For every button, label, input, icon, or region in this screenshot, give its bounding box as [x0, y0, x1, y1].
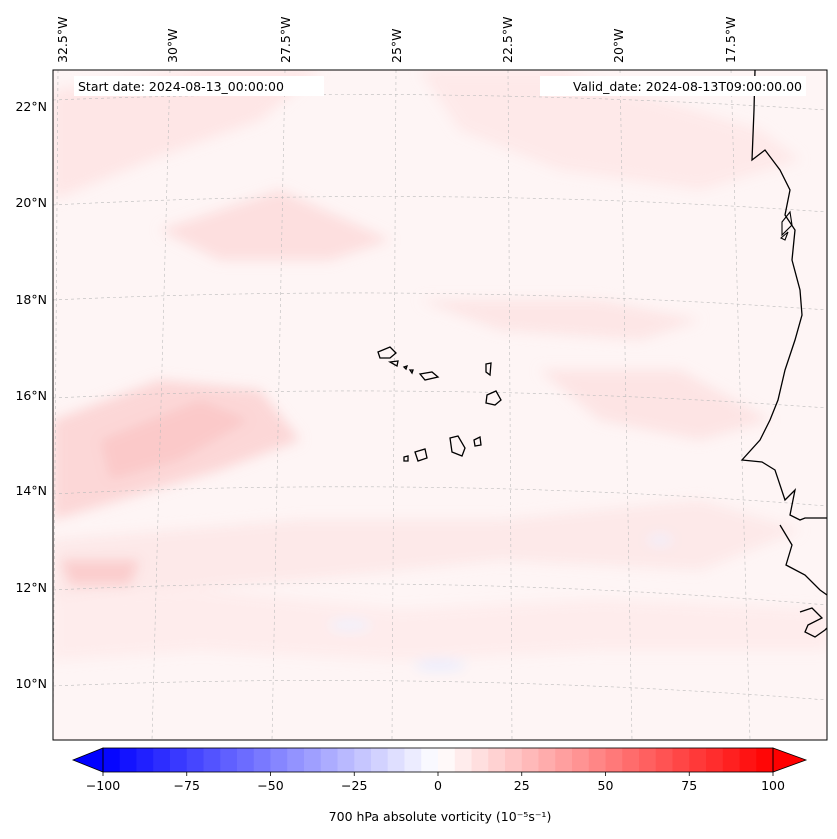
colorbar-cell: [605, 748, 623, 772]
colorbar: −100 −75 −50 −25 0 25 50 75 100 700 hPa absolute…: [71, 747, 808, 824]
lat-label-5: 14°N: [15, 483, 47, 498]
lon-label-1: 32.5°W: [55, 17, 70, 63]
colorbar-cell: [722, 748, 740, 772]
colorbar-cell: [136, 748, 154, 772]
valid-date-label: Valid_date: 2024-08-13T09:00:00.00: [573, 79, 802, 94]
valid-date-box: [540, 76, 806, 96]
colorbar-cell: [371, 748, 389, 772]
colorbar-cell: [622, 748, 640, 772]
colorbar-cell: [471, 748, 489, 772]
colorbar-cell: [220, 748, 238, 772]
lat-label-7: 10°N: [15, 676, 47, 691]
lat-label-6: 12°N: [15, 580, 47, 595]
colorbar-cell: [320, 748, 338, 772]
colorbar-cell: [739, 748, 757, 772]
cape-verde-islands: [377, 346, 502, 462]
colorbar-cell: [354, 748, 372, 772]
colorbar-cell: [588, 748, 606, 772]
map-gridlines: [53, 70, 827, 740]
colorbar-extend-high: [772, 747, 808, 773]
start-date-label: Start date: 2024-08-13_00:00:00: [78, 79, 284, 94]
colorbar-cell: [153, 748, 171, 772]
coastline-islet: [780, 210, 793, 241]
colorbar-cell: [438, 748, 456, 772]
colorbar-cells: [103, 748, 774, 772]
colorbar-tick-label: −100: [86, 778, 120, 793]
colorbar-tick-label: −50: [257, 778, 283, 793]
colorbar-cell: [237, 748, 255, 772]
colorbar-cell: [387, 748, 405, 772]
colorbar-cell: [488, 748, 506, 772]
colorbar-tick-label: 0: [434, 778, 442, 793]
colorbar-cell: [404, 748, 422, 772]
colorbar-label: 700 hPa absolute vorticity (10⁻⁵s⁻¹): [329, 809, 552, 824]
colorbar-cell: [505, 748, 523, 772]
colorbar-tick-label: 50: [598, 778, 614, 793]
colorbar-cell: [639, 748, 657, 772]
lon-label-7: 17.5°W: [723, 17, 738, 63]
lat-label-4: 16°N: [15, 388, 47, 403]
coastline-west-africa: [740, 69, 828, 638]
colorbar-cell: [270, 748, 288, 772]
map-panel: Start date: 2024-08-13_00:00:00 Valid_da…: [52, 69, 828, 741]
vorticity-field: [53, 70, 827, 670]
colorbar-tick-label: −75: [174, 778, 200, 793]
colorbar-cell: [203, 748, 221, 772]
latitude-labels: 22°N 20°N 18°N 16°N 14°N 12°N 10°N: [15, 99, 47, 691]
lat-label-2: 20°N: [15, 195, 47, 210]
colorbar-cell: [170, 748, 188, 772]
colorbar-extend-low: [71, 747, 104, 773]
colorbar-cell: [689, 748, 707, 772]
lat-label-1: 22°N: [15, 99, 47, 114]
lon-label-6: 20°W: [611, 28, 626, 63]
map-frame: [52, 69, 828, 741]
colorbar-cell: [521, 748, 539, 772]
colorbar-cell: [756, 748, 774, 772]
start-date-box: [74, 76, 324, 96]
lon-label-2: 30°W: [165, 28, 180, 63]
colorbar-cell: [555, 748, 573, 772]
colorbar-cell: [119, 748, 137, 772]
colorbar-tick-label: −25: [341, 778, 367, 793]
colorbar-tick-label: 75: [681, 778, 697, 793]
longitude-labels: 32.5°W 30°W 27.5°W 25°W 22.5°W 20°W 17.5…: [55, 17, 738, 63]
colorbar-cell: [572, 748, 590, 772]
colorbar-tick-label: 100: [761, 778, 785, 793]
colorbar-cell: [287, 748, 305, 772]
lon-label-3: 27.5°W: [278, 17, 293, 63]
colorbar-cell: [253, 748, 271, 772]
colorbar-tick-label: 25: [514, 778, 530, 793]
colorbar-ticks: −100 −75 −50 −25 0 25 50 75 100: [86, 772, 785, 793]
colorbar-cell: [421, 748, 439, 772]
lat-label-3: 18°N: [15, 292, 47, 307]
colorbar-cell: [672, 748, 690, 772]
colorbar-cell: [454, 748, 472, 772]
colorbar-cell: [706, 748, 724, 772]
colorbar-cell: [186, 748, 204, 772]
colorbar-cell: [538, 748, 556, 772]
lon-label-4: 25°W: [389, 28, 404, 63]
colorbar-cell: [103, 748, 121, 772]
colorbar-cell: [337, 748, 355, 772]
colorbar-cell: [655, 748, 673, 772]
lon-label-5: 22.5°W: [500, 17, 515, 63]
colorbar-cell: [304, 748, 322, 772]
